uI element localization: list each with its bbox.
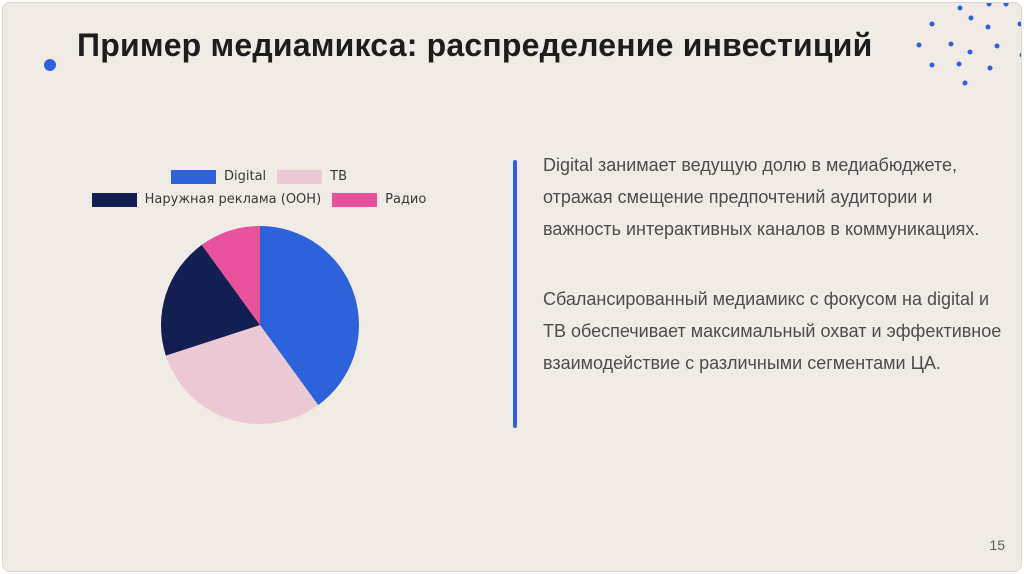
legend-item-1: ТВ [277, 169, 347, 184]
legend-item-2: Наружная реклама (OOH) [91, 192, 322, 207]
legend-swatch-1 [277, 169, 323, 184]
accent-bar [513, 160, 517, 428]
paragraph-balanced-mix: Сбалансированный медиамикс с фокусом на … [543, 289, 1002, 373]
chart-legend: Digital ТВ Наружная реклама (OOH) Радио [88, 169, 430, 207]
pie-slice-0 [260, 226, 359, 406]
legend-label-1: ТВ [330, 169, 348, 184]
legend-item-3: Радио [332, 192, 426, 207]
title-bullet-dot [44, 59, 56, 71]
pie-slice-2 [161, 244, 260, 356]
legend-label-3: Радио [385, 192, 427, 207]
paragraph-digital-share: Digital занимает ведущую долю в медиабюд… [543, 155, 980, 239]
legend-swatch-2 [91, 192, 137, 207]
pie-slice-1 [165, 325, 319, 424]
pie-chart [161, 226, 359, 424]
body-text-block: Digital занимает ведущую долю в медиабюд… [543, 149, 1008, 417]
page-number: 15 [989, 537, 1005, 553]
legend-label-2: Наружная реклама (OOH) [144, 192, 322, 207]
legend-swatch-3 [332, 192, 378, 207]
legend-item-0: Digital [170, 169, 267, 184]
decorative-dots-pattern [916, 3, 1021, 86]
slide-title: Пример медиамикса: распределение инвести… [77, 27, 873, 63]
legend-label-0: Digital [223, 169, 267, 184]
legend-swatch-0 [170, 169, 216, 184]
pie-slice-3 [201, 226, 260, 325]
dot-group [916, 3, 1021, 86]
